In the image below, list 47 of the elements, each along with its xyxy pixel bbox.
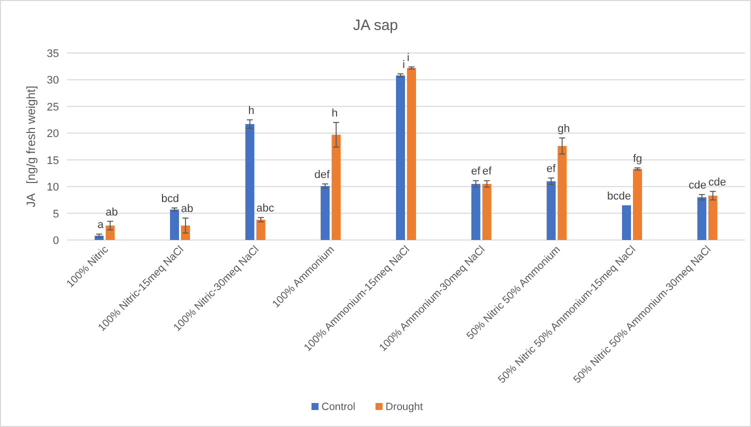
data-label: i bbox=[407, 52, 410, 64]
bar bbox=[256, 220, 266, 240]
data-label: bcde bbox=[607, 190, 631, 202]
data-label: h bbox=[332, 107, 338, 120]
bar bbox=[320, 186, 330, 240]
bar bbox=[407, 68, 416, 240]
data-label: fg bbox=[633, 152, 642, 165]
data-label: def bbox=[314, 168, 331, 181]
data-label: cde bbox=[688, 180, 706, 192]
data-label: a bbox=[98, 219, 105, 232]
data-label: abc bbox=[256, 202, 275, 215]
y-tick-label: 25 bbox=[46, 101, 59, 114]
bar bbox=[622, 205, 631, 240]
bar bbox=[633, 168, 642, 240]
y-tick-label: 35 bbox=[46, 48, 59, 60]
data-label: ab bbox=[181, 203, 194, 216]
y-tick-label: 5 bbox=[52, 208, 59, 220]
data-label: ef bbox=[482, 166, 492, 178]
bar bbox=[482, 184, 492, 240]
bar bbox=[170, 210, 179, 240]
y-tick-label: 15 bbox=[46, 154, 59, 167]
chart-title: JA sap bbox=[352, 17, 398, 34]
y-tick-label: 0 bbox=[52, 235, 59, 247]
bar bbox=[396, 75, 405, 240]
data-label: i bbox=[402, 58, 405, 71]
bar bbox=[697, 197, 706, 240]
y-axis-title: JA [ng/g fresh weight] bbox=[24, 86, 38, 208]
bar bbox=[546, 181, 556, 240]
bar bbox=[181, 226, 190, 240]
bar bbox=[106, 226, 115, 240]
y-tick-label: 20 bbox=[46, 128, 59, 140]
bar bbox=[558, 146, 567, 240]
data-label: cde bbox=[708, 176, 726, 188]
data-label: ef bbox=[546, 163, 557, 176]
y-tick-label: 30 bbox=[46, 74, 59, 87]
bar bbox=[245, 124, 254, 240]
y-tick-label: 10 bbox=[46, 182, 59, 194]
legend-label: Control bbox=[322, 401, 356, 413]
data-label: h bbox=[248, 104, 254, 117]
bar bbox=[708, 196, 718, 240]
data-label: ef bbox=[471, 166, 482, 178]
data-label: ab bbox=[106, 206, 118, 218]
bar bbox=[471, 184, 480, 240]
data-label: gh bbox=[558, 122, 570, 135]
legend-label: Drought bbox=[386, 401, 423, 413]
data-label: bcd bbox=[161, 192, 179, 205]
bar bbox=[332, 134, 341, 240]
